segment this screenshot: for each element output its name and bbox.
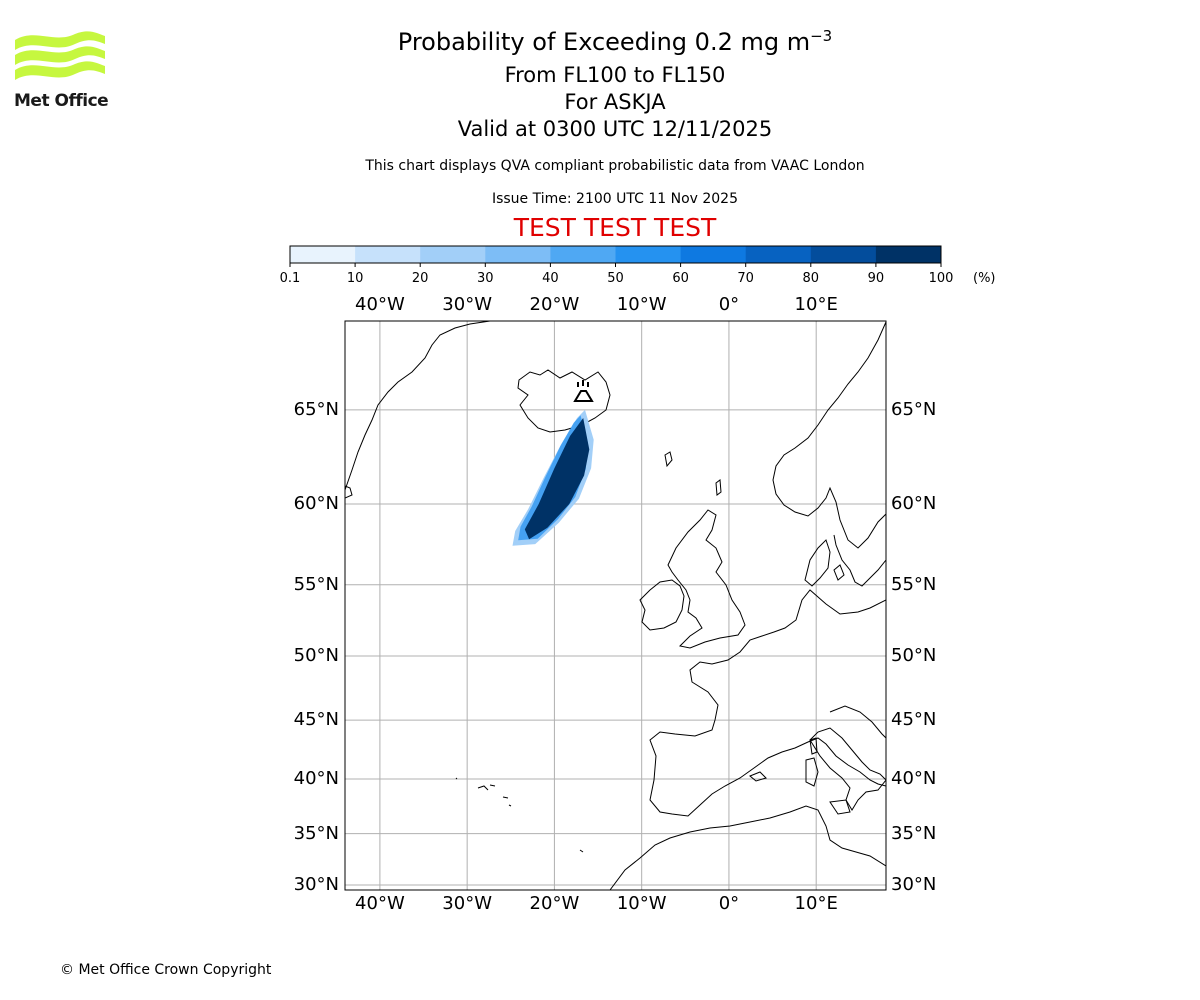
colorbar-segment — [615, 246, 682, 263]
colorbar-tick-label: 0.1 — [279, 271, 301, 286]
colorbar-segment — [810, 246, 877, 263]
latitude-label-right: 35°N — [891, 822, 937, 844]
colorbar-tick-label: 100 — [928, 271, 954, 286]
longitude-label-top: 10°E — [794, 294, 838, 315]
coastline-north-africa — [609, 805, 886, 890]
logo-wave-2 — [15, 46, 105, 65]
colorbar-tick-label: 60 — [672, 271, 689, 286]
colorbar-tick-label: 40 — [542, 271, 559, 286]
longitude-label-top: 40°W — [355, 294, 405, 315]
flight-level-line: From FL100 to FL150 — [504, 63, 726, 87]
coastline-ireland — [639, 579, 685, 631]
longitude-label-bottom: 10°W — [616, 893, 667, 914]
latitude-label-right: 45°N — [891, 709, 937, 731]
latitude-label-right: 30°N — [891, 874, 937, 895]
latitude-label-right: 40°N — [891, 767, 937, 789]
colorbar-segment — [355, 246, 421, 263]
longitude-label-top: 20°W — [529, 294, 580, 315]
longitude-label-bottom: 20°W — [529, 893, 580, 914]
colorbar-segment — [485, 246, 551, 263]
chart-title-text: Probability of Exceeding 0.2 mg m — [397, 28, 811, 56]
logo-wave-1 — [15, 31, 105, 50]
coastline-greenland-2 — [345, 485, 353, 499]
coastline-balearics — [749, 771, 767, 782]
coastline-faroe — [664, 451, 673, 468]
longitude-label-bottom: 10°E — [794, 893, 838, 914]
longitude-label-top: 30°W — [442, 294, 493, 315]
coastline-norway — [772, 321, 886, 549]
volcano-icon — [573, 380, 594, 402]
gridlines — [345, 321, 886, 890]
coastline-greenland — [345, 321, 491, 491]
longitude-label-top: 10°W — [616, 294, 667, 315]
longitude-label-bottom: 0° — [718, 893, 740, 914]
coastline-sardinia — [805, 757, 819, 787]
colorbar — [289, 245, 942, 267]
latitude-label-left: 55°N — [293, 573, 339, 595]
copyright: © Met Office Crown Copyright — [60, 962, 272, 978]
coastline-corsica — [809, 737, 818, 755]
colorbar-unit: (%) — [973, 271, 996, 286]
latitude-label-right: 55°N — [891, 573, 937, 595]
coastline-azores — [455, 777, 512, 807]
coastline-iceland — [517, 369, 611, 433]
map-frame — [344, 320, 887, 891]
plume-high-probability — [524, 418, 590, 540]
map-background — [345, 321, 886, 890]
colorbar-tick-label: 50 — [607, 271, 624, 286]
colorbar-segment — [550, 246, 616, 263]
latitude-label-left: 35°N — [293, 822, 339, 844]
colorbar-tick-label: 30 — [477, 271, 494, 286]
colorbar-segment — [745, 246, 812, 263]
colorbar-tick-label: 80 — [802, 271, 820, 286]
coastline-sicily — [829, 799, 851, 815]
latitude-label-left: 50°N — [293, 644, 339, 666]
subtitle: This chart displays QVA compliant probab… — [365, 158, 865, 174]
coastline-shetland — [715, 479, 722, 496]
coastline-zealand — [833, 564, 845, 581]
coastline-madeira — [579, 849, 584, 853]
colorbar-segment — [680, 246, 747, 263]
colorbar-tick-label: 70 — [737, 271, 754, 286]
latitude-label-right: 60°N — [891, 492, 937, 514]
volcano-line: For ASKJA — [564, 90, 666, 114]
colorbar-tick-label: 90 — [867, 271, 885, 286]
colorbar-tick-label: 10 — [346, 271, 364, 286]
ash-plume — [512, 409, 594, 546]
longitude-label-top: 0° — [718, 294, 740, 315]
issue-time: Issue Time: 2100 UTC 11 Nov 2025 — [491, 191, 739, 207]
latitude-label-left: 40°N — [293, 767, 339, 789]
met-office-logo — [15, 31, 105, 80]
coastline-italy-east — [829, 705, 886, 739]
coastline-denmark — [804, 539, 831, 587]
latitude-label-left: 45°N — [293, 709, 339, 731]
coastline-italy — [809, 727, 886, 811]
latitude-label-left: 60°N — [293, 492, 339, 514]
chart-title: Probability of Exceeding 0.2 mg m−3 — [0, 27, 1200, 56]
latitude-label-right: 50°N — [891, 644, 937, 666]
coastline-europe — [649, 589, 886, 817]
coastline-great-britain — [667, 509, 746, 649]
test-banner: TEST TEST TEST — [513, 213, 717, 242]
map-panel — [344, 320, 887, 891]
longitude-label-bottom: 40°W — [355, 893, 405, 914]
longitude-label-bottom: 30°W — [442, 893, 493, 914]
latitude-label-left: 30°N — [293, 874, 339, 895]
latitude-label-left: 65°N — [293, 398, 339, 420]
colorbar-tick-label: 20 — [411, 271, 429, 286]
volcano-marker — [573, 380, 594, 402]
chart-title-exponent: −3 — [810, 27, 833, 45]
coastline-sweden — [833, 534, 886, 587]
colorbar-segment — [420, 246, 486, 263]
logo-wave-3 — [15, 61, 105, 80]
colorbar-segment — [875, 246, 942, 263]
met-office-logo-text: Met Office — [14, 91, 109, 111]
coastlines — [345, 321, 886, 890]
latitude-label-right: 65°N — [891, 398, 937, 420]
colorbar-segment — [290, 246, 356, 263]
valid-time-line: Valid at 0300 UTC 12/11/2025 — [457, 117, 773, 141]
